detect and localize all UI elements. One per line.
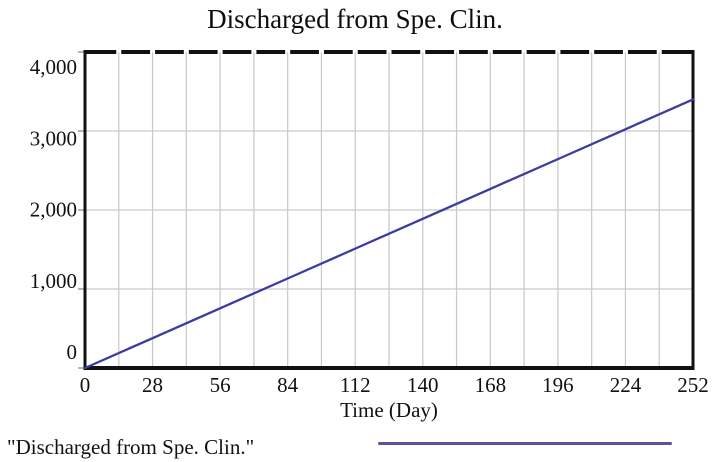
x-tick-label: 0 xyxy=(80,373,91,397)
x-tick-label: 224 xyxy=(610,373,642,397)
y-tick-label: 1,000 xyxy=(30,269,77,293)
x-tick-label: 196 xyxy=(542,373,574,397)
y-tick-label: 0 xyxy=(67,340,78,364)
x-tick-label: 168 xyxy=(475,373,507,397)
x-axis-title: Time (Day) xyxy=(340,398,438,422)
x-tick-label: 84 xyxy=(277,373,299,397)
y-tick-label: 2,000 xyxy=(30,198,77,222)
y-tick-label: 3,000 xyxy=(30,126,77,150)
x-tick-label: 252 xyxy=(677,373,709,397)
x-tick-label: 140 xyxy=(407,373,439,397)
x-tick-label: 56 xyxy=(210,373,231,397)
legend-series-line-swatch xyxy=(378,442,672,445)
chart-title: Discharged from Spe. Clin. xyxy=(207,4,503,34)
y-tick-label: 4,000 xyxy=(30,55,77,79)
x-tick-label: 28 xyxy=(142,373,163,397)
legend-series-label: "Discharged from Spe. Clin." xyxy=(7,435,255,459)
x-tick-label: 112 xyxy=(340,373,371,397)
series-line xyxy=(83,98,695,370)
